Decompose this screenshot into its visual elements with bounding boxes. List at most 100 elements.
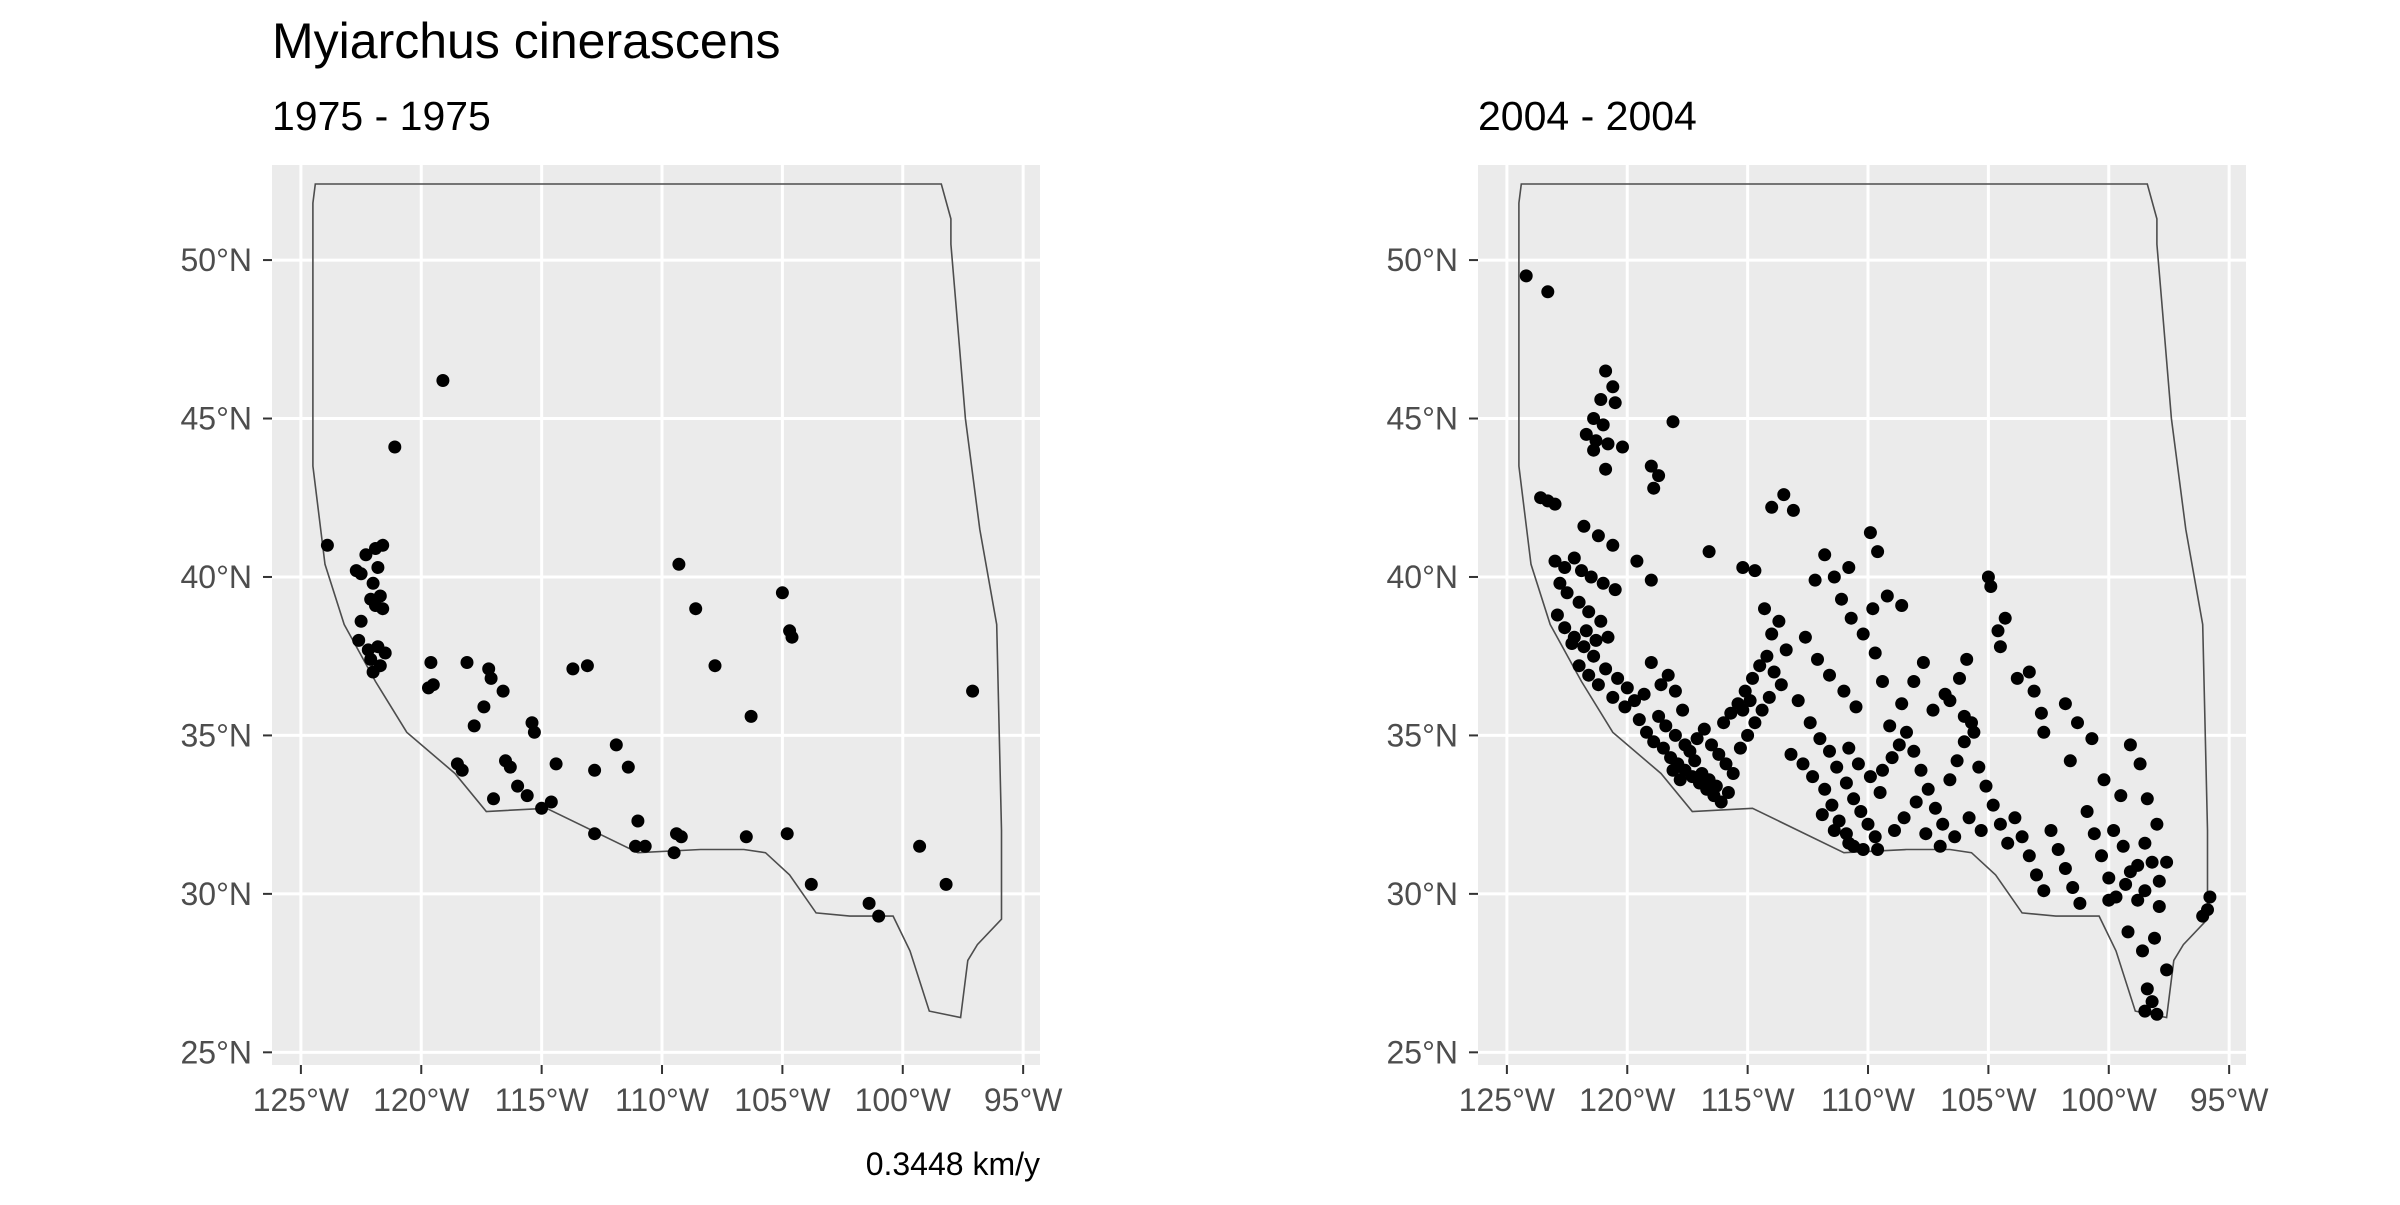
occurrence-point: [872, 909, 886, 923]
occurrence-point: [667, 846, 681, 860]
occurrence-point: [1965, 716, 1978, 730]
occurrence-point: [1758, 602, 1771, 616]
occurrence-point: [2030, 868, 2043, 882]
occurrence-point: [1876, 675, 1889, 688]
occurrence-point: [1863, 526, 1877, 540]
occurrence-point: [2107, 824, 2121, 837]
occurrence-point: [371, 561, 385, 574]
occurrence-point: [352, 633, 366, 647]
occurrence-point: [1550, 608, 1564, 622]
y-tick-label: 40°N: [181, 559, 253, 595]
occurrence-point: [2150, 817, 2164, 831]
y-tick-label: 35°N: [1387, 717, 1459, 753]
occurrence-point: [1548, 497, 1562, 511]
x-tick-label: 110°W: [615, 1082, 710, 1118]
occurrence-point: [1746, 671, 1759, 685]
occurrence-point: [527, 725, 541, 739]
occurrence-point: [1548, 554, 1562, 568]
occurrence-point: [1856, 627, 1870, 641]
occurrence-point: [2066, 881, 2080, 894]
occurrence-point: [1888, 824, 1901, 837]
occurrence-point: [1575, 564, 1588, 578]
occurrence-point: [1779, 643, 1793, 657]
y-tick-label: 50°N: [181, 242, 253, 278]
occurrence-point: [1876, 763, 1889, 777]
occurrence-point: [629, 839, 642, 853]
occurrence-point: [1611, 671, 1625, 685]
occurrence-point: [1986, 798, 2000, 812]
occurrence-point: [2123, 865, 2137, 879]
x-tick-label: 110°W: [1821, 1082, 1916, 1118]
occurrence-point: [2114, 789, 2128, 803]
occurrence-point: [1594, 393, 1608, 406]
occurrence-point: [1972, 760, 1986, 774]
occurrence-point: [1953, 671, 1966, 685]
occurrence-point: [1856, 843, 1870, 856]
y-tick-label: 45°N: [181, 401, 253, 437]
occurrence-point: [1608, 396, 1622, 410]
occurrence-point: [1736, 703, 1750, 717]
occurrence-point: [1863, 770, 1877, 784]
occurrence-point: [1786, 503, 1800, 517]
occurrence-point: [424, 656, 438, 669]
occurrence-point: [1919, 827, 1933, 841]
occurrence-point: [354, 567, 368, 581]
occurrence-point: [609, 738, 623, 752]
occurrence-point: [1714, 795, 1728, 809]
occurrence-point: [2138, 836, 2152, 850]
occurrence-point: [1640, 725, 1653, 739]
occurrence-point: [1914, 763, 1928, 777]
occurrence-point: [1736, 561, 1750, 574]
occurrence-point: [1652, 709, 1666, 723]
occurrence-point: [1849, 700, 1863, 714]
occurrence-point: [1606, 538, 1620, 552]
occurrence-point: [1666, 763, 1680, 777]
occurrence-point: [1666, 415, 1680, 429]
x-tick-label: 120°W: [373, 1082, 470, 1118]
occurrence-point: [1861, 817, 1875, 831]
occurrence-point: [966, 684, 980, 698]
occurrence-point: [1705, 738, 1718, 752]
occurrence-point: [1608, 583, 1622, 597]
occurrence-point: [1647, 735, 1661, 749]
occurrence-point: [1678, 738, 1692, 752]
occurrence-point: [1591, 678, 1605, 692]
occurrence-point: [1827, 824, 1841, 837]
occurrence-point: [2022, 849, 2036, 863]
occurrence-point: [1837, 684, 1851, 698]
occurrence-point: [1871, 843, 1885, 856]
occurrence-point: [2150, 1007, 2164, 1021]
occurrence-point: [689, 602, 703, 616]
occurrence-point: [1724, 706, 1738, 720]
y-tick-label: 25°N: [181, 1034, 253, 1070]
occurrence-point: [1895, 599, 1909, 612]
occurrence-point: [1762, 690, 1776, 704]
occurrence-point: [2160, 855, 2174, 869]
occurrence-point: [2058, 862, 2072, 875]
occurrence-point: [2022, 665, 2036, 679]
occurrence-point: [1606, 690, 1620, 704]
occurrence-point: [744, 709, 758, 723]
occurrence-point: [1806, 770, 1820, 784]
occurrence-point: [2080, 805, 2094, 818]
y-tick-label: 50°N: [1387, 242, 1459, 278]
occurrence-point: [1587, 649, 1601, 663]
x-tick-label: 105°W: [734, 1082, 831, 1118]
occurrence-point: [1885, 751, 1899, 765]
occurrence-point: [535, 801, 549, 815]
occurrence-point: [2095, 849, 2108, 863]
occurrence-point: [1577, 640, 1591, 654]
occurrence-point: [1599, 364, 1613, 378]
occurrence-point: [1579, 624, 1593, 638]
occurrence-point: [621, 760, 635, 774]
occurrence-point: [1717, 716, 1731, 730]
occurrence-point: [378, 646, 392, 660]
occurrence-point: [1974, 824, 1988, 837]
occurrence-point: [1558, 561, 1572, 574]
occurrence-point: [436, 374, 450, 387]
occurrence-point: [1558, 621, 1572, 635]
occurrence-point: [1721, 786, 1735, 799]
occurrence-point: [672, 557, 686, 571]
occurrence-point: [2051, 843, 2065, 856]
occurrence-point: [588, 763, 602, 777]
